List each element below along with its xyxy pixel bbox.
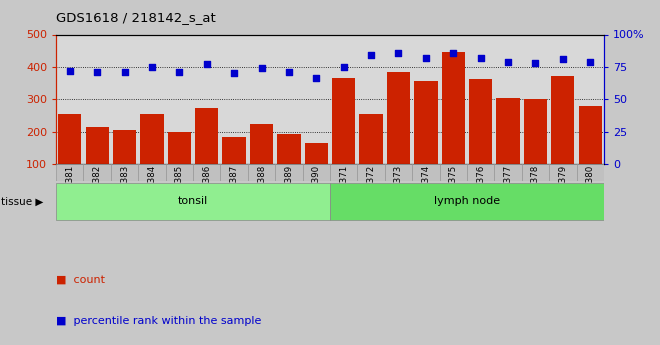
Point [475, 55, 486, 61]
FancyBboxPatch shape [494, 164, 521, 181]
FancyBboxPatch shape [56, 164, 83, 181]
Bar [195, 108, 218, 164]
FancyBboxPatch shape [358, 164, 385, 181]
Text: GSM51378: GSM51378 [531, 165, 540, 212]
Bar [387, 72, 410, 164]
Text: GSM51374: GSM51374 [421, 165, 430, 212]
Bar [551, 76, 574, 164]
Point [174, 69, 185, 75]
Point [201, 61, 212, 67]
FancyBboxPatch shape [549, 164, 577, 181]
FancyBboxPatch shape [467, 164, 494, 181]
Text: GDS1618 / 218142_s_at: GDS1618 / 218142_s_at [56, 11, 216, 24]
Point [229, 71, 240, 76]
Bar [469, 79, 492, 164]
Point [558, 56, 568, 62]
Bar [113, 130, 136, 164]
Point [339, 64, 349, 70]
Bar [168, 131, 191, 164]
Bar [86, 127, 109, 164]
Point [366, 52, 376, 58]
Bar [141, 114, 164, 164]
Point [530, 60, 541, 66]
Point [147, 64, 157, 70]
Text: GSM51386: GSM51386 [202, 165, 211, 212]
Point [585, 59, 595, 65]
FancyBboxPatch shape [111, 164, 138, 181]
FancyBboxPatch shape [412, 164, 440, 181]
FancyBboxPatch shape [440, 164, 467, 181]
FancyBboxPatch shape [193, 164, 220, 181]
FancyBboxPatch shape [577, 164, 604, 181]
Text: GSM51387: GSM51387 [230, 165, 239, 212]
Text: GSM51379: GSM51379 [558, 165, 568, 212]
Text: GSM51385: GSM51385 [175, 165, 184, 212]
Text: GSM51390: GSM51390 [312, 165, 321, 212]
FancyBboxPatch shape [275, 164, 302, 181]
FancyBboxPatch shape [56, 183, 330, 220]
Text: GSM51384: GSM51384 [147, 165, 156, 212]
Point [92, 69, 102, 75]
Text: tonsil: tonsil [178, 196, 208, 206]
Text: GSM51372: GSM51372 [366, 165, 376, 212]
Point [284, 69, 294, 75]
Text: GSM51375: GSM51375 [449, 165, 458, 212]
Text: tissue ▶: tissue ▶ [1, 197, 44, 207]
Point [393, 50, 404, 55]
FancyBboxPatch shape [83, 164, 111, 181]
Bar [496, 98, 519, 164]
Bar [250, 125, 273, 164]
Text: GSM51382: GSM51382 [92, 165, 102, 212]
Bar [442, 52, 465, 164]
FancyBboxPatch shape [138, 164, 166, 181]
Point [420, 55, 431, 61]
Text: GSM51371: GSM51371 [339, 165, 348, 212]
FancyBboxPatch shape [248, 164, 275, 181]
Text: GSM51383: GSM51383 [120, 165, 129, 212]
Bar [222, 137, 246, 164]
Bar [579, 106, 602, 164]
Bar [414, 81, 438, 164]
Text: GSM51381: GSM51381 [65, 165, 75, 212]
FancyBboxPatch shape [385, 164, 412, 181]
FancyBboxPatch shape [330, 183, 604, 220]
Point [65, 68, 75, 73]
Bar [277, 134, 300, 164]
Text: ■  percentile rank within the sample: ■ percentile rank within the sample [56, 316, 261, 326]
FancyBboxPatch shape [330, 164, 358, 181]
Bar [332, 78, 355, 164]
Bar [524, 99, 547, 164]
Text: GSM51373: GSM51373 [394, 165, 403, 212]
Text: lymph node: lymph node [434, 196, 500, 206]
FancyBboxPatch shape [220, 164, 248, 181]
Text: ■  count: ■ count [56, 275, 105, 284]
FancyBboxPatch shape [166, 164, 193, 181]
Point [256, 66, 267, 71]
Point [119, 69, 130, 75]
Text: GSM51380: GSM51380 [585, 165, 595, 212]
Bar [360, 114, 383, 164]
Point [311, 76, 321, 81]
FancyBboxPatch shape [302, 164, 330, 181]
Text: GSM51376: GSM51376 [476, 165, 485, 212]
Point [503, 59, 513, 65]
Text: GSM51377: GSM51377 [504, 165, 513, 212]
Bar [58, 114, 81, 164]
Bar [305, 143, 328, 164]
Text: GSM51388: GSM51388 [257, 165, 266, 212]
FancyBboxPatch shape [521, 164, 549, 181]
Point [448, 50, 459, 55]
Text: GSM51389: GSM51389 [284, 165, 294, 212]
